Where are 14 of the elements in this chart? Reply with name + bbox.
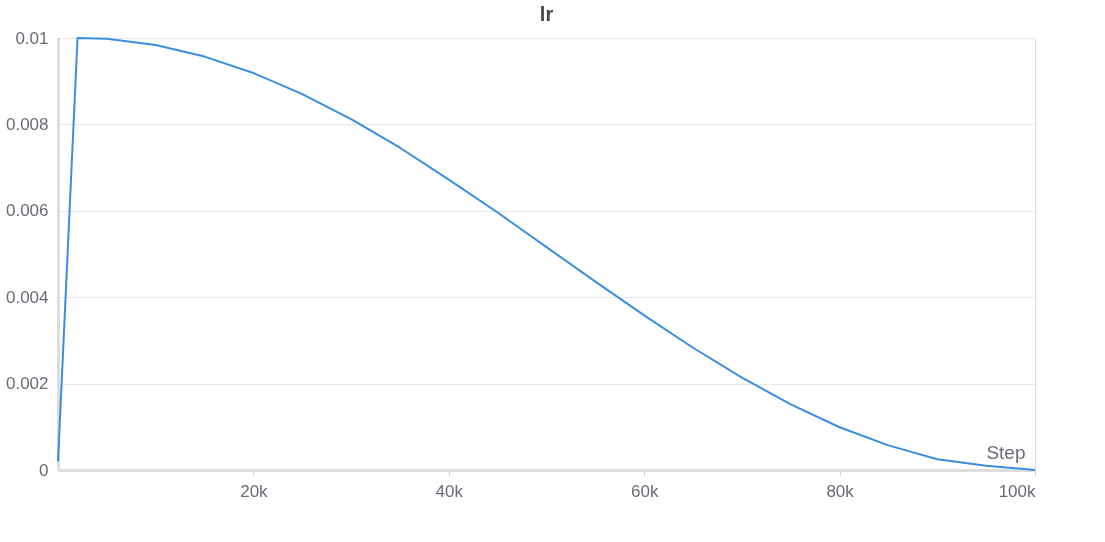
y-tick-label: 0.006	[5, 201, 49, 221]
y-tick-label: 0.01	[15, 28, 49, 48]
y-tick-label: 0.004	[5, 287, 49, 307]
x-tick-label: 80k	[826, 481, 855, 501]
x-axis-title: Step	[986, 441, 1026, 463]
y-tick-label: 0	[39, 460, 49, 480]
line-series	[57, 37, 1036, 471]
x-tick-label: 100k	[998, 481, 1036, 501]
x-tick-label: 20k	[240, 481, 269, 501]
x-tick-label: 40k	[435, 481, 464, 501]
y-tick-label: 0.002	[5, 374, 49, 394]
chart-title: lr	[539, 3, 554, 25]
x-tick-label: 60k	[630, 481, 659, 501]
y-tick-label: 0.008	[5, 114, 49, 134]
